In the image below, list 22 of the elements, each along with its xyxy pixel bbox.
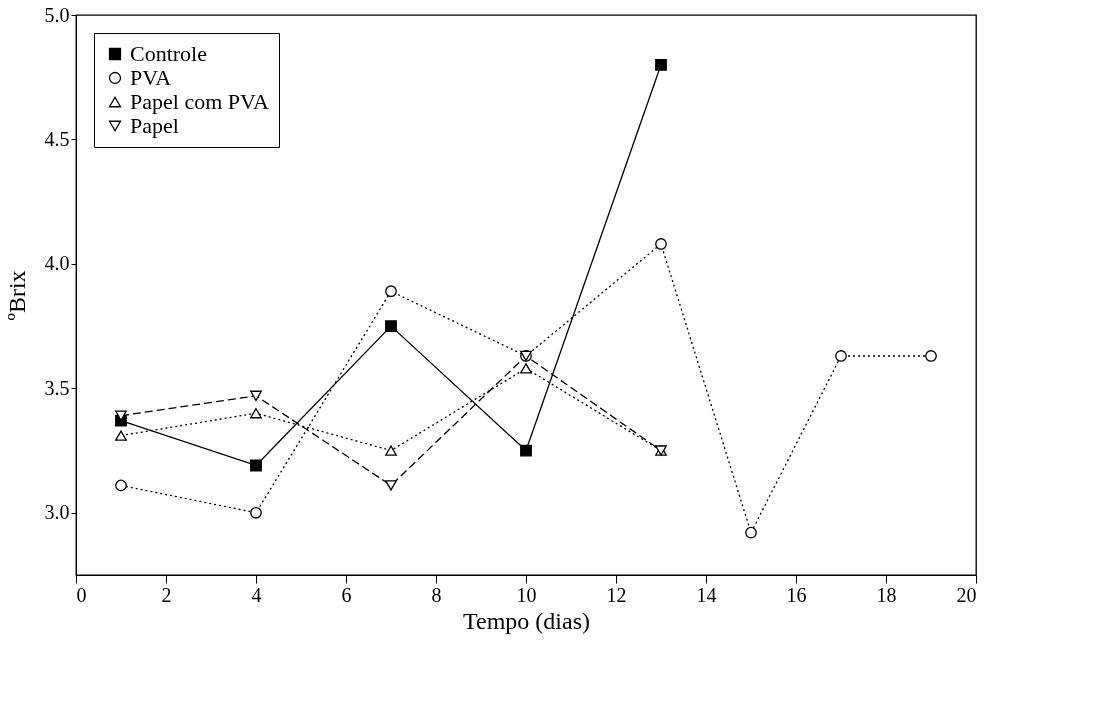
x-tick-label: 18: [876, 583, 897, 606]
legend-label: Controle: [130, 41, 207, 66]
y-tick-label: 4.0: [44, 252, 70, 275]
legend-label: Papel com PVA: [130, 89, 270, 114]
x-tick-label: 0: [76, 583, 87, 606]
y-tick-label: 3.5: [44, 376, 70, 399]
x-tick-label: 2: [161, 583, 172, 606]
y-axis-title: ºBrix: [3, 270, 30, 321]
x-tick-label: 16: [786, 583, 807, 606]
x-tick-label: 4: [251, 583, 262, 606]
x-tick-label: 6: [341, 583, 352, 606]
x-tick-label: 20: [956, 583, 977, 606]
x-axis-title: Tempo (dias): [463, 607, 590, 634]
x-tick-label: 12: [606, 583, 627, 606]
x-tick-label: 8: [431, 583, 442, 606]
x-tick-label: 14: [696, 583, 717, 606]
y-tick-label: 3.0: [44, 501, 70, 524]
y-tick-label: 5.0: [44, 3, 70, 26]
y-tick-label: 4.5: [44, 127, 70, 150]
x-tick-label: 10: [516, 583, 537, 606]
legend-label: PVA: [130, 65, 172, 90]
legend-label: Papel: [130, 113, 179, 138]
